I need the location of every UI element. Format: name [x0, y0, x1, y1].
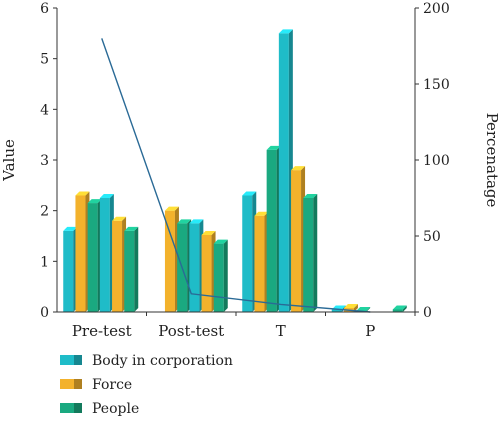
bar — [99, 194, 114, 312]
bar-side — [353, 303, 358, 312]
bar-top — [189, 219, 204, 224]
bar-side — [134, 226, 139, 312]
bar-top — [201, 230, 216, 235]
bar-top — [392, 305, 407, 310]
bar-side — [366, 306, 371, 312]
bar-front — [242, 195, 253, 312]
legend-swatch-side — [74, 403, 82, 413]
bar — [177, 219, 192, 312]
bar-side — [313, 194, 318, 312]
x-tick-label: T — [276, 322, 286, 340]
bar-top — [278, 29, 293, 34]
y2-tick-label: 100 — [423, 153, 450, 169]
y-axis-label: Value — [0, 139, 18, 182]
bar-top — [343, 303, 358, 308]
bar-front — [112, 220, 123, 312]
y2-tick-label: 150 — [423, 77, 450, 93]
legend: Body in corporation Force People — [60, 353, 233, 417]
bar-front — [87, 203, 98, 312]
bar-top — [124, 226, 139, 231]
bar — [254, 211, 269, 312]
bar-front — [278, 33, 289, 312]
bar — [87, 199, 102, 312]
bar-front — [254, 215, 265, 312]
bar-front — [189, 223, 200, 312]
legend-label: Force — [92, 377, 132, 393]
legend-item: People — [60, 401, 139, 417]
bar-front — [63, 230, 74, 312]
bar-top — [266, 145, 281, 150]
bar — [392, 305, 407, 312]
bar-top — [303, 194, 318, 198]
legend-swatch-side — [74, 379, 82, 389]
legend-swatch — [60, 355, 74, 365]
bar-front — [303, 198, 314, 312]
y-tick-label: 4 — [40, 102, 49, 118]
legend-label: People — [92, 401, 139, 417]
bar — [63, 226, 78, 312]
bar-front — [331, 309, 342, 312]
legend-item: Body in corporation — [60, 353, 233, 369]
bar-front — [266, 149, 277, 312]
y-tick-label: 3 — [40, 153, 49, 169]
y-tick-label: 1 — [40, 254, 49, 270]
bar-front — [213, 243, 224, 312]
bar — [303, 194, 318, 312]
bar — [189, 219, 204, 312]
y-tick-label: 6 — [40, 1, 49, 17]
bar — [164, 206, 179, 312]
bar — [242, 191, 257, 312]
bar — [266, 145, 281, 312]
bar-side — [223, 239, 228, 312]
legend-swatch — [60, 379, 74, 389]
bar — [291, 166, 306, 312]
bar-top — [356, 306, 371, 311]
bar-top — [291, 166, 306, 171]
bar-front — [124, 230, 135, 312]
y-tick-label: 0 — [40, 305, 49, 321]
legend-item: Force — [60, 377, 132, 393]
y-tick-label: 5 — [40, 52, 49, 68]
y2-tick-label: 50 — [423, 229, 441, 245]
bar-top — [177, 219, 192, 224]
x-tick-label: Post-test — [158, 322, 224, 340]
bar — [112, 216, 127, 312]
bar — [213, 239, 228, 312]
y2-axis-label: Percenatage — [483, 113, 500, 208]
bar-front — [75, 195, 86, 312]
bar-front — [99, 198, 110, 312]
bar-top — [242, 191, 257, 196]
bar-side — [402, 305, 407, 312]
bar — [278, 29, 293, 312]
bar-top — [87, 199, 102, 204]
x-tick-label: P — [365, 322, 375, 340]
bar-front — [392, 309, 403, 312]
bar — [201, 230, 216, 312]
bar-top — [164, 206, 179, 211]
bar-top — [112, 216, 127, 221]
axes: 0 1 2 3 4 5 6 0 50 100 150 200 Pre-test Post-test T P Va… — [0, 1, 500, 340]
bar — [124, 226, 139, 312]
bar-front — [291, 170, 302, 312]
bar-top — [213, 239, 228, 244]
bar-top — [254, 211, 269, 216]
y2-tick-label: 0 — [423, 305, 432, 321]
bar — [75, 191, 90, 312]
legend-label: Body in corporation — [92, 353, 233, 369]
bar-top — [75, 191, 90, 196]
x-tick-label: Pre-test — [72, 322, 132, 340]
legend-swatch-side — [74, 355, 82, 365]
bar-top — [99, 194, 114, 198]
y2-tick-label: 200 — [423, 1, 450, 17]
bar-front — [201, 234, 212, 312]
bar-front — [164, 210, 175, 312]
legend-swatch — [60, 403, 74, 413]
plot-area — [63, 29, 407, 313]
percentage-line — [101, 38, 371, 313]
y-tick-label: 2 — [40, 204, 49, 220]
bar-top — [63, 226, 78, 231]
